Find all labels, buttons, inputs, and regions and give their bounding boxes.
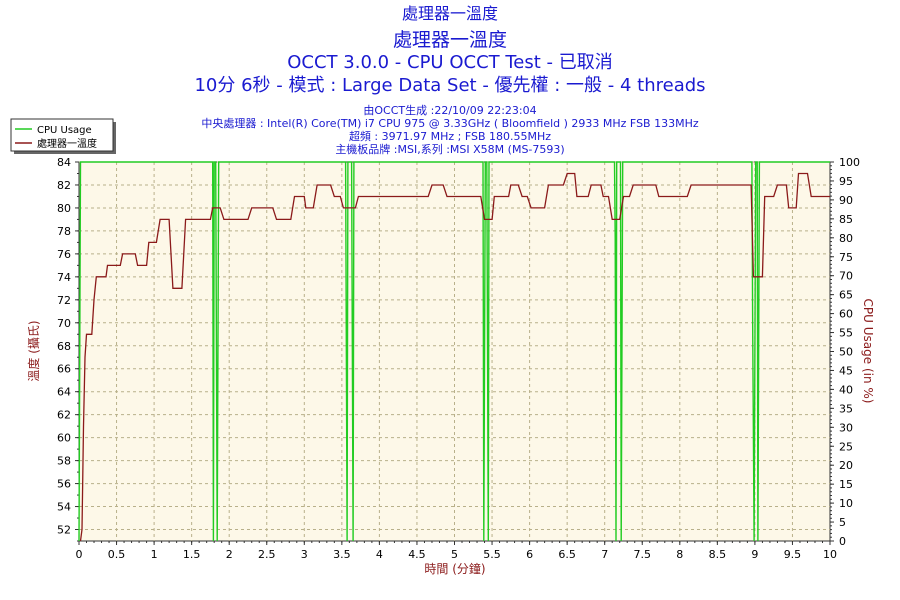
legend: CPU Usage 處理器一溫度 <box>10 118 116 154</box>
x-tick-label: 4.5 <box>408 548 426 561</box>
y-left-tick-label: 80 <box>57 202 71 215</box>
x-tick-label: 0 <box>76 548 83 561</box>
y-left-tick-label: 76 <box>57 248 71 261</box>
generated-line: 由OCCT生成 :22/10/09 22:23:04 <box>363 103 536 117</box>
y-left-tick-label: 84 <box>57 156 71 169</box>
x-tick-label: 5.5 <box>483 548 501 561</box>
y-left-tick-label: 60 <box>57 432 71 445</box>
y-left-tick-label: 66 <box>57 363 71 376</box>
x-tick-label: 6 <box>526 548 533 561</box>
x-tick-label: 7.5 <box>634 548 652 561</box>
series-layer <box>78 161 830 542</box>
x-tick-label: 1.5 <box>183 548 201 561</box>
y-right-tick-label: 35 <box>839 402 853 415</box>
y-left-tick-label: 56 <box>57 478 71 491</box>
y-left-tick-label: 82 <box>57 179 71 192</box>
y-right-tick-label: 15 <box>839 478 853 491</box>
x-tick-label: 7 <box>601 548 608 561</box>
y-right-tick-label: 45 <box>839 364 853 377</box>
legend-temp-label: 處理器一溫度 <box>37 137 97 150</box>
y-left-tick-label: 54 <box>57 501 71 514</box>
y-right-tick-label: 10 <box>839 497 853 510</box>
axes: 0 0.5 1 1.5 2 2.5 3 3.5 4 4.5 5 5.5 6 6.5 7 7.5 8 8.5 9 9.5… <box>57 156 860 561</box>
x-tick-label: 2.5 <box>258 548 276 561</box>
x-tick-label: 3.5 <box>333 548 351 561</box>
y-right-tick-label: 50 <box>839 346 853 359</box>
x-tick-label: 1 <box>151 548 158 561</box>
overclock-line: 超頻 : 3971.97 MHz ; FSB 180.55MHz <box>349 129 551 143</box>
x-tick-label: 3 <box>301 548 308 561</box>
y-right-tick-label: 25 <box>839 440 853 453</box>
x-tick-label: 6.5 <box>558 548 576 561</box>
y-left-tick-label: 64 <box>57 386 71 399</box>
y-left-tick-label: 68 <box>57 340 71 353</box>
x-tick-label: 5 <box>451 548 458 561</box>
x-tick-label: 8.5 <box>709 548 727 561</box>
y-right-tick-label: 100 <box>839 156 860 169</box>
cpu-usage-line <box>78 161 830 542</box>
y-right-tick-label: 95 <box>839 175 853 188</box>
y-right-tick-label: 40 <box>839 383 853 396</box>
y-right-tick-label: 55 <box>839 327 853 340</box>
x-tick-label: 9 <box>751 548 758 561</box>
chart-subtitle: OCCT 3.0.0 - CPU OCCT Test - 已取消 <box>287 52 613 73</box>
y-right-tick-label: 80 <box>839 232 853 245</box>
x-tick-label: 0.5 <box>108 548 126 561</box>
chart-title-text: 處理器一溫度 <box>393 29 507 51</box>
x-tick-label: 10 <box>823 548 837 561</box>
y-left-tick-label: 72 <box>57 294 71 307</box>
y-right-tick-label: 70 <box>839 270 853 283</box>
cpu-line: 中央處理器 : Intel(R) Core(TM) i7 CPU 975 @ 3… <box>201 116 699 130</box>
chart-title: 處理器一溫度 <box>401 4 498 23</box>
x-tick-label: 9.5 <box>784 548 802 561</box>
y-left-tick-label: 78 <box>57 225 71 238</box>
x-tick-label: 4 <box>376 548 383 561</box>
x-tick-label: 8 <box>676 548 683 561</box>
y-right-tick-label: 5 <box>839 516 846 529</box>
y-axis-left-label: 溫度 (攝氏) <box>26 320 41 381</box>
y-axis-right-label: CPU Usage (in %) <box>861 299 875 404</box>
y-right-tick-label: 65 <box>839 289 853 302</box>
y-right-tick-label: 75 <box>839 251 853 264</box>
y-right-tick-label: 30 <box>839 421 853 434</box>
y-right-tick-label: 20 <box>839 459 853 472</box>
motherboard-line: 主機板品牌 :MSI,系列 :MSI X58M (MS-7593) <box>335 142 564 156</box>
y-right-tick-label: 90 <box>839 194 853 207</box>
legend-cpu-label: CPU Usage <box>37 125 92 136</box>
y-left-tick-label: 52 <box>57 524 71 537</box>
temperature-line <box>79 172 830 542</box>
y-right-tick-label: 60 <box>839 308 853 321</box>
y-left-tick-label: 74 <box>57 271 71 284</box>
y-left-tick-label: 70 <box>57 317 71 330</box>
y-left-tick-label: 62 <box>57 409 71 422</box>
y-left-tick-label: 58 <box>57 455 71 468</box>
y-right-tick-label: 0 <box>839 535 846 548</box>
y-right-tick-label: 85 <box>839 213 853 226</box>
x-tick-label: 2 <box>226 548 233 561</box>
run-info: 10分 6秒 - 模式 : Large Data Set - 優先權 : 一般 … <box>194 75 705 96</box>
x-axis-label: 時間 (分鐘) <box>424 561 485 576</box>
